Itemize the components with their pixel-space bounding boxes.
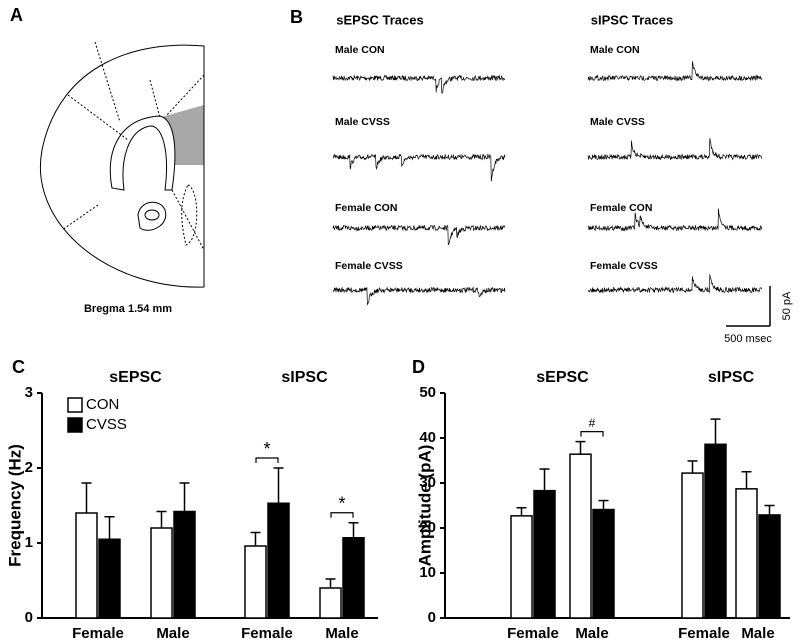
x-tick-label: Male	[741, 625, 774, 642]
bar	[735, 488, 758, 619]
x-tick-label: Male	[325, 625, 358, 642]
panel-label: D	[412, 357, 425, 377]
y-tick-label: 0	[428, 609, 436, 626]
y-tick-label: 50	[419, 384, 436, 401]
trace-label: Female CON	[590, 202, 652, 214]
bar	[75, 512, 98, 619]
bar	[681, 472, 704, 619]
significance-mark: *	[338, 494, 345, 514]
trace-label: Male CON	[335, 44, 385, 56]
bar	[98, 538, 121, 619]
y-tick-label: 30	[419, 474, 436, 491]
trace	[332, 153, 506, 182]
legend-swatch	[67, 417, 83, 433]
y-tick-label: 1	[25, 534, 33, 551]
bar	[704, 443, 727, 619]
trace	[587, 61, 763, 82]
bar	[244, 545, 267, 619]
x-tick-label: Female	[241, 625, 293, 642]
y-axis-label: Frequency (Hz)	[5, 444, 24, 567]
trace-title: sIPSC Traces	[591, 12, 673, 27]
y-tick-label: 3	[25, 384, 33, 401]
x-tick-label: Male	[575, 625, 608, 642]
scale-label: 500 msec	[724, 333, 772, 345]
bar	[533, 489, 556, 619]
legend-swatch	[67, 397, 83, 413]
x-tick-label: Female	[507, 625, 559, 642]
legend-label: CON	[86, 396, 119, 413]
y-tick-label: 40	[419, 429, 436, 446]
scale-label: 50 pA	[781, 291, 793, 320]
panel-label: A	[10, 5, 23, 25]
x-tick-label: Female	[678, 625, 730, 642]
significance-bracket	[580, 431, 604, 437]
panel-label: B	[290, 7, 303, 27]
group-title: sEPSC	[536, 369, 589, 386]
trace	[587, 138, 763, 161]
trace	[332, 74, 506, 94]
y-tick-label: 0	[25, 609, 33, 626]
y-axis-label: Amplitude (pA)	[415, 445, 434, 567]
significance-bracket	[255, 457, 279, 463]
bar	[342, 537, 365, 619]
trace	[587, 274, 763, 294]
group-title: sEPSC	[109, 369, 162, 386]
caption: Bregma 1.54 mm	[84, 303, 172, 315]
bar	[758, 514, 781, 619]
bar	[150, 527, 173, 619]
bar	[319, 587, 342, 619]
trace	[332, 224, 506, 246]
significance-mark: *	[263, 439, 270, 459]
group-title: sIPSC	[708, 369, 755, 386]
y-tick-label: 20	[419, 519, 436, 536]
bar	[267, 502, 290, 619]
x-tick-label: Female	[72, 625, 124, 642]
group-title: sIPSC	[281, 369, 328, 386]
trace	[587, 208, 763, 232]
trace	[332, 286, 506, 306]
trace-label: Female CVSS	[335, 260, 403, 272]
x-tick-label: Male	[156, 625, 189, 642]
bar	[569, 453, 592, 619]
significance-mark: #	[589, 416, 596, 430]
y-tick-label: 10	[419, 564, 436, 581]
trace-label: Male CVSS	[590, 116, 645, 128]
y-tick-label: 2	[25, 459, 33, 476]
bar	[173, 510, 196, 619]
trace-label: Male CVSS	[335, 116, 390, 128]
legend-label: CVSS	[86, 416, 127, 433]
significance-bracket	[330, 512, 354, 518]
panel-label: C	[12, 357, 25, 377]
bar	[510, 515, 533, 619]
trace-label: Female CVSS	[590, 260, 658, 272]
trace-label: Female CON	[335, 202, 397, 214]
trace-label: Male CON	[590, 44, 640, 56]
trace-title: sEPSC Traces	[336, 12, 423, 27]
bar	[592, 508, 615, 619]
brain-slice	[40, 41, 205, 288]
